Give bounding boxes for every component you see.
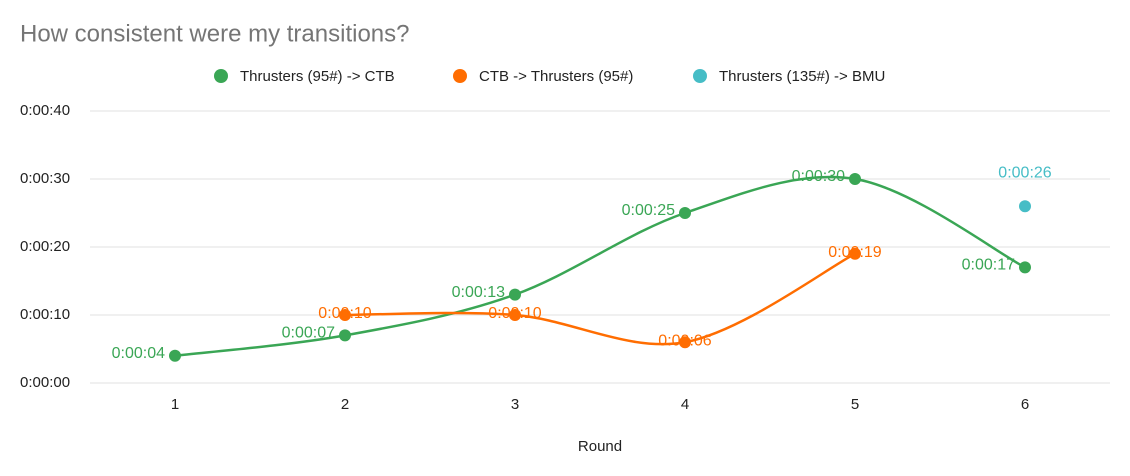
legend-label: Thrusters (135#) -> BMU (719, 68, 885, 85)
data-point (849, 173, 861, 185)
y-tick-label: 0:00:20 (20, 238, 70, 255)
data-point (339, 309, 351, 321)
data-label: 0:00:26 (998, 164, 1051, 181)
data-label: 0:00:17 (962, 257, 1015, 274)
data-label: 0:00:25 (622, 202, 675, 219)
y-tick-label: 0:00:40 (20, 102, 70, 119)
series-line (344, 252, 856, 346)
data-label: 0:00:13 (452, 284, 505, 301)
y-tick-label: 0:00:10 (20, 306, 70, 323)
series-line (174, 175, 1026, 358)
data-point (679, 336, 691, 349)
chart-title: How consistent were my transitions? (20, 20, 409, 47)
legend-marker (214, 69, 228, 83)
data-point (339, 329, 351, 342)
data-point (169, 349, 181, 362)
data-point (679, 207, 691, 219)
data-point (849, 247, 861, 260)
x-axis-title: Round (578, 438, 622, 455)
legend-marker (453, 69, 467, 83)
data-label: 0:00:10 (488, 305, 541, 322)
x-tick-label: 1 (171, 396, 179, 413)
data-label: 0:00:10 (318, 305, 371, 322)
x-tick-label: 3 (511, 396, 519, 413)
data-label: 0:00:19 (828, 244, 881, 261)
data-point (1019, 200, 1031, 213)
data-label: 0:00:30 (792, 168, 845, 185)
x-tick-label: 2 (341, 396, 349, 413)
data-point (509, 288, 521, 301)
x-tick-label: 5 (851, 396, 859, 413)
data-label: 0:00:04 (112, 345, 165, 362)
data-point (1019, 261, 1031, 274)
data-point (509, 309, 521, 321)
legend-label: Thrusters (95#) -> CTB (240, 68, 395, 85)
x-tick-label: 4 (681, 396, 689, 413)
y-tick-label: 0:00:30 (20, 170, 70, 187)
data-label: 0:00:06 (658, 332, 711, 349)
legend-marker (693, 69, 707, 83)
x-tick-label: 6 (1021, 396, 1029, 413)
data-label: 0:00:07 (282, 325, 335, 342)
y-tick-label: 0:00:00 (20, 374, 70, 391)
legend-label: CTB -> Thrusters (95#) (479, 68, 633, 85)
